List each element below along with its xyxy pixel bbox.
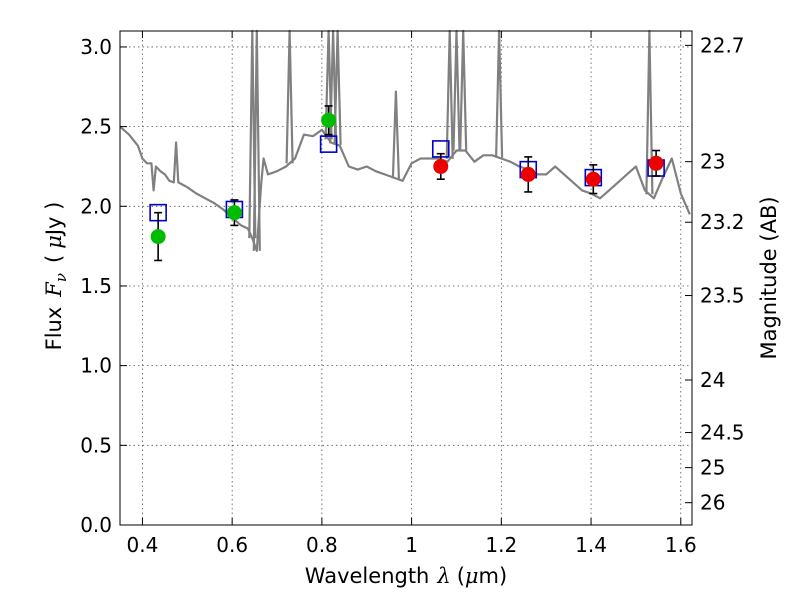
x-tick-label: 1	[405, 533, 418, 557]
x-tick-label: 0.8	[306, 533, 338, 557]
nir-point	[585, 171, 601, 187]
x-axis-symbol: λ	[436, 564, 450, 588]
y2-tick-label: 26	[700, 491, 725, 515]
emission-line-spike	[452, 29, 461, 151]
y-axis-unit-open: (	[42, 255, 66, 263]
grid-lines	[120, 31, 692, 526]
model-spectrum-line	[119, 125, 691, 252]
y-tick-label: 1.0	[80, 354, 112, 378]
y-axis-subscript: ν	[52, 273, 70, 282]
y-tick-label: 2.5	[80, 115, 112, 139]
x-axis-unit-mu: μ	[465, 564, 479, 588]
nir-point	[648, 155, 664, 171]
emission-line-spike	[252, 29, 261, 251]
y-tick-label: 0.5	[80, 433, 112, 457]
y-tick-label: 3.0	[80, 35, 112, 59]
model-photometry-square	[319, 135, 338, 153]
y-axis-unit-mu: μ	[42, 235, 66, 249]
y-tick-label: 0.0	[80, 513, 112, 537]
y-axis-label-text: Flux	[42, 307, 66, 351]
data-points	[149, 105, 665, 262]
optical-point	[321, 112, 337, 128]
emission-line-spike	[391, 90, 400, 179]
y2-axis-label: Magnitude (AB)	[757, 196, 781, 359]
model-spectrum-group	[119, 29, 691, 252]
axis-ticks: 0.4 0.6 0.8 1 1.2 1.4 1.6 0.0 0.5 1.0 1.5 2.0 2.5 3.0…	[80, 31, 745, 557]
y2-tick-label: 23	[700, 150, 725, 174]
optical-point	[150, 229, 166, 245]
x-tick-label: 0.4	[127, 533, 159, 557]
emission-line-spike	[645, 29, 654, 195]
x-axis-unit-open: (	[457, 564, 465, 588]
y-axis-unit-rest: Jy )	[42, 202, 66, 238]
y2-tick-label: 22.7	[700, 33, 745, 57]
y2-tick-label: 23.2	[700, 210, 745, 234]
y2-tick-label: 23.5	[700, 284, 745, 308]
optical-point	[226, 205, 242, 221]
y2-tick-label: 24	[700, 368, 725, 392]
y-tick-label: 1.5	[80, 274, 112, 298]
x-tick-label: 1.2	[485, 533, 517, 557]
nir-point	[520, 166, 536, 182]
nir-point	[433, 158, 449, 174]
x-tick-label: 1.4	[575, 533, 607, 557]
emission-line-spike	[285, 29, 294, 164]
emission-line-spike	[459, 29, 468, 151]
x-axis-label-text: Wavelength	[305, 564, 430, 588]
y-axis-label: Flux Fν ( μJy )	[42, 202, 70, 351]
x-axis-unit-rest: m)	[479, 564, 508, 588]
y2-tick-label: 24.5	[700, 421, 745, 445]
y-tick-label: 2.0	[80, 194, 112, 218]
emission-line-spike	[445, 29, 454, 159]
emission-line-spike	[333, 29, 342, 145]
y-axis-symbol: F	[42, 281, 66, 298]
y2-tick-label: 25	[700, 456, 725, 480]
x-axis-label: Wavelength λ (μm)	[305, 564, 507, 588]
plot-frame	[119, 30, 693, 526]
x-tick-label: 1.6	[665, 533, 697, 557]
x-tick-label: 0.6	[216, 533, 248, 557]
